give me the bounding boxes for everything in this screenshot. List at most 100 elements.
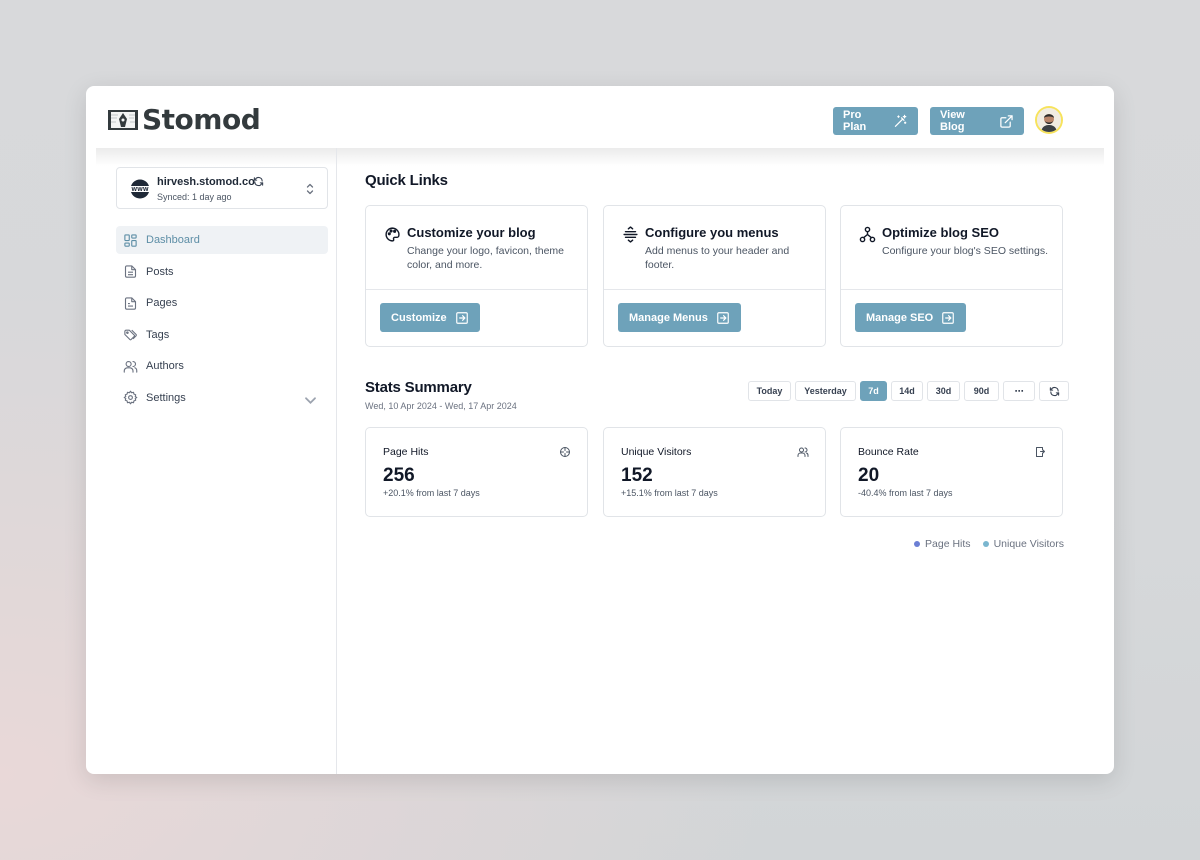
- sidebar-item-label: Posts: [146, 265, 174, 278]
- app-window: Stomod Pro Plan View Blog: [86, 86, 1114, 774]
- users-icon: [123, 360, 138, 373]
- arrow-right-box-icon: [717, 311, 729, 324]
- brand-name: Stomod: [142, 103, 261, 136]
- legend-dot: [982, 541, 989, 547]
- card-divider: [841, 289, 1062, 290]
- sidebar-item-label: Pages: [146, 297, 178, 309]
- stat-label: Unique Visitors: [621, 446, 692, 458]
- page-icon: [124, 296, 137, 310]
- legend-item-page-hits[interactable]: Page Hits: [914, 538, 971, 550]
- sidebar-nav: Dashboard Posts Pages Tags: [116, 226, 328, 415]
- stat-card-unique-visitors: Unique Visitors 152 +15.1% from last 7 d…: [603, 427, 826, 517]
- card-title: Configure you menus: [645, 225, 779, 240]
- sidebar-item-label: Authors: [146, 360, 184, 372]
- logo-icon: [108, 110, 138, 130]
- view-blog-label: View Blog: [940, 109, 965, 133]
- range-tab-30d[interactable]: 30d: [927, 381, 960, 401]
- stat-value: 152: [621, 465, 653, 486]
- view-blog-button[interactable]: View Blog: [930, 107, 1024, 135]
- chart-legend: Page Hits Unique Visitors: [914, 538, 1064, 550]
- manage-menus-button[interactable]: Manage Menus: [618, 303, 741, 332]
- palette-icon: [385, 227, 400, 242]
- sidebar-item-settings[interactable]: Settings: [116, 384, 328, 412]
- magic-wand-icon: [895, 114, 907, 127]
- range-tab-today[interactable]: Today: [748, 381, 791, 401]
- range-tabs: Today Yesterday 7d 14d 30d 90d ⋯: [748, 381, 1069, 401]
- pro-plan-label: Pro Plan: [843, 109, 867, 133]
- chevron-down-icon: [305, 396, 316, 404]
- manage-seo-button-label: Manage SEO: [866, 311, 934, 324]
- stat-value: 256: [383, 465, 415, 486]
- sidebar-item-label: Tags: [146, 328, 170, 341]
- arrow-right-box-icon: [455, 311, 468, 324]
- sidebar-item-tags[interactable]: Tags: [116, 321, 328, 349]
- chevron-updown-icon: [306, 183, 314, 195]
- card-divider: [366, 289, 587, 290]
- sidebar-item-authors[interactable]: Authors: [116, 352, 328, 380]
- manage-seo-button[interactable]: Manage SEO: [855, 303, 967, 332]
- globe-www-icon: WWW: [130, 179, 150, 199]
- card-title: Customize your blog: [407, 225, 536, 240]
- dashboard-icon: [124, 233, 137, 247]
- avatar-icon: [1037, 108, 1061, 132]
- line-chart: 01,0002,0003,0004,000Jan 22Feb 22Mar 22A…: [338, 548, 1114, 758]
- card-description: Configure your blog's SEO settings.: [882, 245, 1049, 257]
- range-tab-90d[interactable]: 90d: [964, 381, 999, 401]
- user-avatar[interactable]: [1035, 106, 1063, 134]
- site-name: hirvesh.stomod.co: [157, 176, 255, 188]
- stat-change: +15.1% from last 7 days: [621, 488, 718, 498]
- stats-date-range: Wed, 10 Apr 2024 - Wed, 17 Apr 2024: [365, 401, 517, 411]
- legend-item-unique-visitors[interactable]: Unique Visitors: [982, 538, 1064, 550]
- sidebar: WWW hirvesh.stomod.co Synced: 1 day ago …: [96, 148, 337, 774]
- stat-card-bounce-rate: Bounce Rate 20 -40.4% from last 7 days: [840, 427, 1063, 517]
- document-icon: [124, 265, 137, 278]
- range-tab-14d[interactable]: 14d: [891, 381, 923, 401]
- arrow-right-box-icon: [942, 311, 955, 324]
- stats-summary-title: Stats Summary: [365, 379, 472, 396]
- legend-label: Page Hits: [925, 538, 971, 550]
- site-switcher[interactable]: WWW hirvesh.stomod.co Synced: 1 day ago: [116, 167, 328, 209]
- sitemap-icon: [859, 226, 876, 243]
- sidebar-item-posts[interactable]: Posts: [116, 258, 328, 286]
- legend-dot: [914, 541, 921, 547]
- sync-status: Synced: 1 day ago: [157, 192, 232, 202]
- sidebar-item-dashboard[interactable]: Dashboard: [116, 226, 328, 254]
- more-options-button[interactable]: ⋯: [1003, 381, 1035, 401]
- refresh-button[interactable]: [1039, 381, 1069, 401]
- range-tab-yesterday[interactable]: Yesterday: [795, 381, 856, 401]
- tag-icon: [124, 329, 137, 341]
- pro-plan-button[interactable]: Pro Plan: [833, 107, 918, 135]
- refresh-icon: [1049, 386, 1059, 396]
- quick-link-card-customize: Customize your blog Change your logo, fa…: [365, 205, 588, 347]
- stat-change: +20.1% from last 7 days: [383, 488, 480, 498]
- card-description: Change your logo, favicon, theme color, …: [407, 245, 565, 271]
- logo[interactable]: Stomod: [108, 103, 261, 136]
- top-bar: Stomod Pro Plan View Blog: [86, 86, 1114, 148]
- quick-links-title: Quick Links: [365, 172, 448, 189]
- card-title: Optimize blog SEO: [882, 225, 1000, 240]
- external-link-icon: [1000, 114, 1013, 128]
- quick-link-card-menus: Configure you menus Add menus to your he…: [603, 205, 826, 347]
- manage-menus-button-label: Manage Menus: [629, 311, 708, 324]
- sidebar-item-label: Dashboard: [146, 234, 200, 246]
- header-shadow: [96, 148, 1104, 166]
- range-tab-7d[interactable]: 7d: [860, 381, 887, 401]
- stat-change: -40.4% from last 7 days: [858, 488, 953, 498]
- stat-value: 20: [858, 465, 880, 486]
- customize-button[interactable]: Customize: [380, 303, 480, 332]
- card-description: Add menus to your header and footer.: [645, 245, 790, 271]
- customize-button-label: Customize: [391, 311, 447, 324]
- crosshair-icon: [560, 447, 570, 457]
- door-exit-icon: [1036, 447, 1045, 457]
- menu-icon: [623, 226, 638, 243]
- card-divider: [604, 289, 825, 290]
- main-content: Quick Links Customize your blog Change y…: [338, 148, 1114, 774]
- stat-label: Page Hits: [383, 446, 429, 458]
- sidebar-item-pages[interactable]: Pages: [116, 289, 328, 317]
- users-icon: [797, 447, 809, 457]
- stat-card-page-hits: Page Hits 256 +20.1% from last 7 days: [365, 427, 588, 517]
- sidebar-item-label: Settings: [146, 391, 186, 404]
- legend-label: Unique Visitors: [993, 538, 1064, 550]
- sync-icon[interactable]: [253, 176, 264, 187]
- quick-link-card-seo: Optimize blog SEO Configure your blog's …: [840, 205, 1063, 347]
